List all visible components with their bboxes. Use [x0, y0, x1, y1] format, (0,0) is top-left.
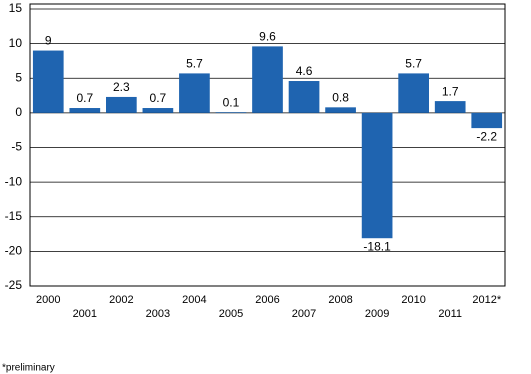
y-tick-label: 15 — [9, 1, 23, 15]
value-label: 0.7 — [76, 91, 93, 105]
bar — [252, 46, 283, 113]
bar — [179, 73, 210, 113]
value-label: 1.7 — [442, 84, 459, 98]
plot-frame — [29, 3, 506, 287]
bar — [471, 112, 503, 129]
value-label: 5.7 — [405, 57, 422, 71]
bar — [325, 107, 356, 113]
x-tick-label: 2007 — [292, 308, 316, 320]
bar — [288, 81, 320, 113]
bar — [215, 112, 247, 113]
y-tick-label: -10 — [5, 174, 23, 188]
x-tick-label: 2002 — [109, 294, 133, 306]
bar — [69, 108, 101, 113]
x-tick-label: 2012* — [472, 294, 501, 306]
x-tick-label: 2010 — [401, 294, 425, 306]
y-tick-label: 0 — [15, 105, 22, 119]
bar — [434, 101, 466, 113]
y-tick-label: -15 — [5, 209, 23, 223]
value-label: 9 — [45, 34, 52, 48]
x-tick-label: 2005 — [219, 308, 243, 320]
value-label: 2.3 — [113, 80, 130, 94]
value-label: 0.7 — [150, 91, 167, 105]
bar — [142, 108, 174, 113]
y-tick-label: 5 — [15, 70, 22, 84]
value-label: 9.6 — [259, 30, 276, 44]
bar — [398, 73, 429, 113]
x-tick-label: 2000 — [36, 294, 60, 306]
footnote: *preliminary — [2, 363, 55, 374]
value-label: 0.8 — [332, 91, 349, 105]
value-label: 0.1 — [223, 95, 240, 109]
bar — [32, 50, 64, 113]
x-tick-label: 2011 — [438, 308, 462, 320]
x-tick-label: 2004 — [182, 294, 206, 306]
x-tick-label: 2008 — [328, 294, 352, 306]
y-tick-label: -25 — [5, 278, 23, 292]
y-tick-label: -5 — [11, 140, 22, 154]
value-label: 4.6 — [296, 64, 313, 78]
value-label: -18.1 — [363, 239, 391, 253]
y-tick-label: 10 — [9, 36, 23, 50]
bar — [361, 112, 393, 239]
y-tick-label: -20 — [5, 244, 23, 258]
value-label: -2.2 — [476, 129, 497, 143]
x-tick-label: 2009 — [365, 308, 389, 320]
x-tick-label: 2001 — [73, 308, 97, 320]
bar — [106, 96, 137, 113]
x-tick-label: 2006 — [255, 294, 279, 306]
x-tick-label: 2003 — [146, 308, 170, 320]
value-label: 5.7 — [186, 57, 203, 71]
